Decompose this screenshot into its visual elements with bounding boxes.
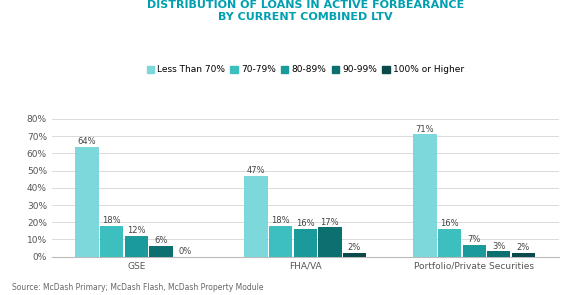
- Text: 18%: 18%: [103, 216, 121, 225]
- Text: 7%: 7%: [468, 235, 481, 244]
- Legend: Less Than 70%, 70-79%, 80-89%, 90-99%, 100% or Higher: Less Than 70%, 70-79%, 80-89%, 90-99%, 1…: [143, 62, 468, 78]
- Text: 47%: 47%: [247, 166, 266, 175]
- Bar: [75, 147, 99, 257]
- Text: DISTRIBUTION OF LOANS IN ACTIVE FORBEARANCE
BY CURRENT COMBINED LTV: DISTRIBUTION OF LOANS IN ACTIVE FORBEARA…: [147, 0, 464, 22]
- Text: 12%: 12%: [127, 226, 146, 235]
- Bar: [294, 229, 317, 257]
- Text: 3%: 3%: [492, 242, 506, 251]
- Text: 2%: 2%: [517, 243, 530, 252]
- Text: Source: McDash Primary; McDash Flash, McDash Property Module: Source: McDash Primary; McDash Flash, Mc…: [12, 283, 263, 292]
- Bar: [463, 245, 486, 257]
- Bar: [511, 253, 535, 257]
- Text: 17%: 17%: [320, 217, 339, 227]
- Text: 2%: 2%: [348, 243, 361, 252]
- Text: 0%: 0%: [179, 247, 192, 256]
- Bar: [318, 227, 342, 257]
- Text: 64%: 64%: [78, 137, 97, 146]
- Bar: [414, 135, 437, 257]
- Text: 16%: 16%: [440, 219, 459, 228]
- Bar: [100, 226, 123, 257]
- Bar: [244, 176, 268, 257]
- Text: 71%: 71%: [416, 124, 434, 134]
- Bar: [438, 229, 461, 257]
- Bar: [487, 251, 510, 257]
- Bar: [269, 226, 293, 257]
- Bar: [343, 253, 366, 257]
- Bar: [124, 236, 148, 257]
- Bar: [149, 246, 173, 257]
- Text: 6%: 6%: [154, 237, 168, 245]
- Text: 16%: 16%: [296, 219, 314, 228]
- Text: 18%: 18%: [271, 216, 290, 225]
